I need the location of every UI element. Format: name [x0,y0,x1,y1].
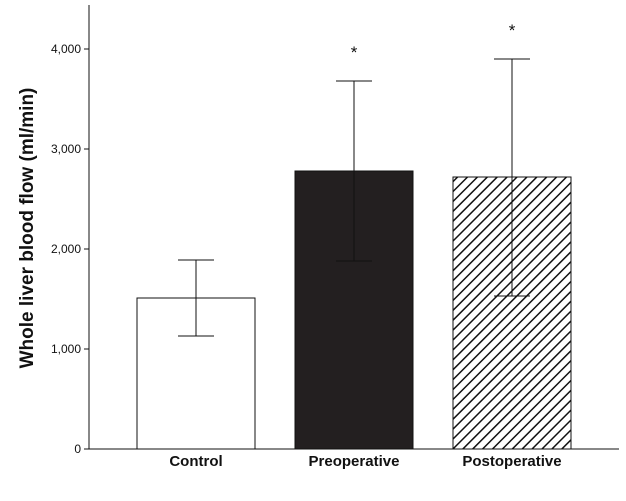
significance-marker: * [509,21,516,40]
y-axis-title: Whole liver blood flow (ml/min) [17,88,38,369]
x-tick-label: Postoperative [462,453,561,470]
y-tick-label: 4,000 [51,42,81,56]
y-tick-label: 2,000 [51,242,81,256]
y-tick-label: 3,000 [51,142,81,156]
labels: 0 1,000 2,000 3,000 4,000 Control Preoperative… [51,21,562,470]
significance-marker: * [351,43,358,62]
error-bars [178,58,530,337]
x-tick-label: Preoperative [309,453,400,470]
y-tick-label: 1,000 [51,342,81,356]
x-tick-label: Control [169,453,222,470]
y-tick-label: 0 [74,442,81,456]
